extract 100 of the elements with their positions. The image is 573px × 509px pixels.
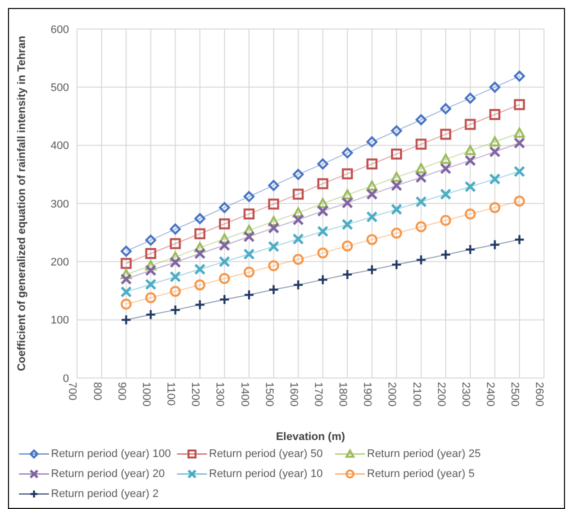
- point: [342, 268, 353, 280]
- x-tick-label: 1000: [140, 382, 152, 406]
- point: [464, 118, 476, 130]
- point: [244, 191, 255, 202]
- point: [366, 264, 378, 276]
- point: [194, 279, 206, 290]
- point: [342, 240, 353, 252]
- point: [170, 252, 181, 262]
- point: [218, 202, 230, 214]
- point: [342, 197, 354, 209]
- point: [120, 273, 132, 285]
- point: [366, 234, 378, 246]
- point: [514, 234, 525, 246]
- point: [440, 128, 452, 140]
- point: [342, 168, 353, 180]
- point: [120, 298, 132, 310]
- y-tick-label: 300: [50, 198, 69, 210]
- point: [391, 172, 402, 182]
- point: [514, 166, 526, 178]
- point: [120, 258, 132, 269]
- point: [366, 211, 378, 223]
- point: [489, 173, 501, 185]
- point: [218, 233, 230, 244]
- point: [145, 292, 156, 304]
- point: [244, 208, 255, 220]
- point: [292, 207, 304, 218]
- point: [440, 162, 452, 174]
- legend-label: Return period (year) 50: [209, 448, 323, 460]
- point: [194, 263, 206, 275]
- point: [268, 260, 280, 272]
- point: [514, 99, 525, 110]
- x-tick-label: 2400: [484, 382, 496, 406]
- point: [292, 279, 304, 290]
- legend-label: Return period (year) 25: [367, 448, 481, 460]
- legend-label: Return period (year) 5: [367, 468, 475, 480]
- x-tick-label: 1100: [164, 382, 177, 406]
- x-tick-label: 2600: [533, 382, 546, 406]
- x-tick-label: 2300: [459, 382, 472, 406]
- point: [268, 198, 280, 210]
- x-tick-label: 700: [66, 382, 78, 400]
- point: [243, 248, 255, 260]
- point: [366, 136, 378, 148]
- point: [390, 180, 402, 192]
- point: [145, 309, 156, 320]
- point: [440, 154, 452, 164]
- point: [317, 205, 329, 217]
- point: [489, 202, 500, 214]
- point: [440, 103, 452, 114]
- point: [120, 286, 132, 298]
- point: [464, 208, 476, 220]
- point: [342, 147, 353, 158]
- point: [144, 264, 156, 276]
- point: [218, 256, 230, 268]
- point: [194, 228, 206, 240]
- x-tick-label: 1600: [287, 382, 300, 406]
- point: [390, 204, 402, 216]
- point: [514, 196, 525, 207]
- point: [514, 128, 525, 138]
- point: [416, 138, 427, 150]
- x-tick-label: 1400: [238, 382, 250, 406]
- point: [391, 125, 402, 136]
- legend-label: Return period (year) 100: [51, 448, 171, 460]
- point: [218, 273, 230, 284]
- point: [218, 218, 230, 230]
- point: [464, 92, 476, 104]
- point: [440, 188, 452, 200]
- point: [440, 249, 452, 260]
- y-axis-title: Coefficient of generalized equation of rainfall intensity in Tehran: [16, 36, 28, 372]
- point: [144, 278, 156, 290]
- x-tick-label: 1500: [262, 382, 275, 406]
- point: [218, 240, 230, 252]
- point: [170, 224, 181, 235]
- legend-label: Return period (year) 20: [51, 468, 165, 480]
- point: [514, 70, 525, 82]
- point: [170, 256, 182, 268]
- point: [145, 234, 156, 246]
- point: [292, 168, 304, 180]
- point: [170, 304, 181, 316]
- x-tick-label: 2500: [508, 382, 521, 406]
- point: [244, 266, 255, 278]
- y-tick-label: 100: [50, 314, 69, 327]
- point: [489, 146, 501, 158]
- point: [268, 284, 280, 296]
- point: [342, 218, 354, 230]
- point: [415, 196, 427, 208]
- point: [489, 136, 500, 146]
- point: [268, 240, 280, 252]
- point: [120, 246, 132, 257]
- x-tick-label: 1200: [189, 382, 202, 406]
- point: [170, 286, 181, 297]
- point: [292, 254, 304, 265]
- x-tick-label: 1700: [312, 382, 324, 406]
- point: [416, 254, 427, 266]
- y-tick-label: 600: [50, 24, 69, 36]
- point: [366, 188, 378, 200]
- point: [194, 299, 206, 310]
- point: [317, 247, 328, 258]
- point: [391, 228, 402, 239]
- x-axis-title: Elevation (m): [276, 431, 346, 443]
- point: [317, 178, 328, 190]
